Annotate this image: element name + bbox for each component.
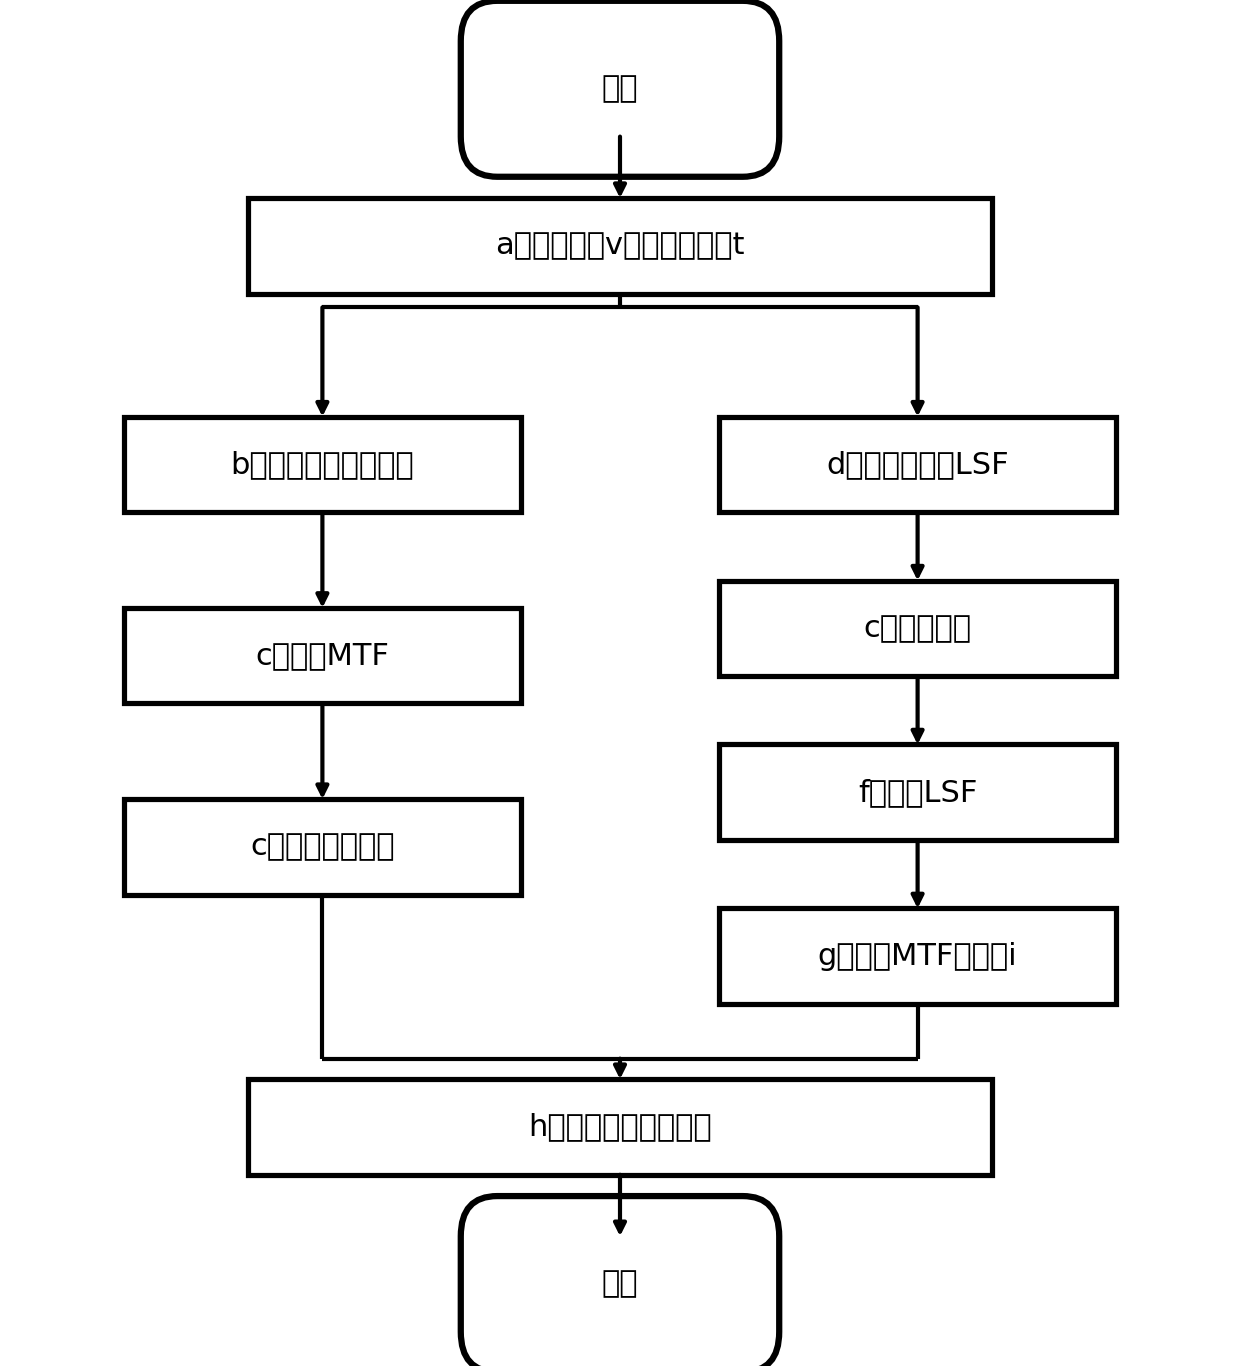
Bar (719, 417, 1116, 512)
Bar (248, 1079, 992, 1175)
Text: h、计算得到像素间距: h、计算得到像素间距 (528, 1112, 712, 1142)
Text: g、实际MTF及序号i: g、实际MTF及序号i (818, 941, 1017, 971)
Bar (124, 417, 521, 512)
Text: 结束: 结束 (601, 1269, 639, 1299)
Text: a、设定目标v，图像传感器t: a、设定目标v，图像传感器t (495, 231, 745, 261)
Bar (719, 908, 1116, 1004)
Bar (124, 799, 521, 895)
Bar (719, 744, 1116, 840)
FancyBboxPatch shape (461, 1197, 779, 1366)
Text: 开始: 开始 (601, 74, 639, 104)
Text: c、理论MTF: c、理论MTF (255, 641, 389, 671)
FancyBboxPatch shape (461, 1, 779, 176)
Bar (248, 198, 992, 294)
Text: c、找到阈値: c、找到阈値 (863, 613, 972, 643)
Text: c、理论截止频率: c、理论截止频率 (250, 832, 394, 862)
Text: b、点目标像理论位移: b、点目标像理论位移 (231, 449, 414, 479)
Text: d、成像并提取LSF: d、成像并提取LSF (826, 449, 1009, 479)
Bar (124, 608, 521, 703)
Text: f、修正LSF: f、修正LSF (858, 777, 977, 807)
Bar (719, 581, 1116, 676)
